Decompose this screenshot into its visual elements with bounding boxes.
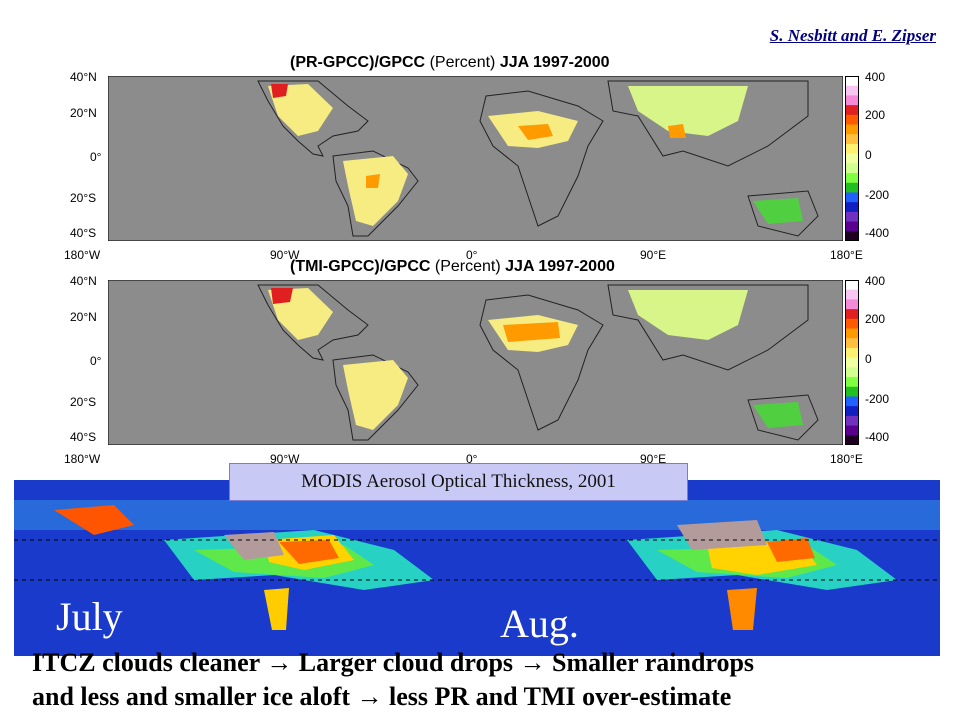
colorbar-swatch [845,357,859,368]
lat-label-40n: 40°N [70,70,97,84]
caption-line-2: and less and smaller ice aloft → less PR… [32,682,732,711]
colorbar-tick: -400 [865,226,890,240]
colorbar-swatch [845,367,859,378]
lat-label-40s: 40°S [70,430,97,444]
caption: ITCZ clouds cleaner → Larger cloud drops… [32,646,754,714]
lon-label-180e: 180°E [830,248,863,262]
colorbar-swatch [845,396,859,407]
lat-label-20s: 20°S [70,395,97,409]
pr-gpcc-map-title: (PR-GPCC)/GPCC (Percent) JJA 1997-2000 [290,54,610,72]
colorbar-swatch [845,192,859,203]
lat-label-20n: 20°N [70,106,97,120]
colorbar-swatch [845,231,859,241]
lon-label-180w: 180°W [64,452,101,466]
lon-label-0: 0° [466,248,478,262]
colorbar-swatch [845,406,859,417]
colorbar-swatch [845,105,859,116]
colorbar-swatch [845,173,859,184]
colorbar-swatch [845,347,859,359]
colorbar-tick: 400 [865,274,886,288]
colorbar-tick: 0 [865,148,872,162]
colorbar-tick: -400 [865,430,890,444]
map-title-main: (TMI-GPCC)/GPCC [290,258,431,275]
aerosol-map-july [14,480,477,656]
colorbar-border [845,76,859,241]
lon-label-90e: 90°E [640,452,667,466]
colorbar-swatch [845,134,859,145]
tmi-land-patches [268,288,803,430]
tmi-gpcc-map-title: (TMI-GPCC)/GPCC (Percent) JJA 1997-2000 [290,258,615,276]
author-credit: S. Nesbitt and E. Zipser [769,26,936,45]
pr-gpcc-map [108,76,843,241]
colorbar-swatch [845,202,859,213]
lat-label-eq: 0° [90,354,102,368]
colorbar-swatch [845,182,859,193]
colorbar-tick: 200 [865,108,886,122]
pr-gpcc-map-panel: (PR-GPCC)/GPCC (Percent) JJA 1997-2000 4… [60,54,889,281]
colorbar-swatch [845,318,859,330]
colorbar-swatch [845,435,859,445]
colorbar-tick: 0 [865,352,872,366]
colorbar-swatch [845,153,859,164]
map-title-period: JJA 1997-2000 [499,54,610,71]
lon-label-90e: 90°E [640,248,667,262]
colorbar-tick: -200 [865,188,890,202]
colorbar-swatch [845,299,859,310]
month-label-july: July [56,594,123,639]
month-label-aug: Aug. [500,601,579,646]
colorbar-tick: 400 [865,70,886,84]
lon-label-180w: 180°W [64,248,101,262]
colorbar-swatch [845,289,859,300]
colorbar-swatch [845,95,859,106]
lat-label-20n: 20°N [70,310,97,324]
lat-label-20s: 20°S [70,191,97,205]
map-title-main: (PR-GPCC)/GPCC [290,54,426,71]
colorbar-swatch [845,425,859,436]
colorbar-swatch [845,85,859,96]
colorbar-swatch [845,280,859,291]
colorbar-swatch [845,309,859,320]
colorbar-swatch [845,377,859,388]
map-title-units: (Percent) [429,54,496,71]
colorbar [845,76,859,241]
lon-label-90w: 90°W [270,248,300,262]
map-title-period: JJA 1997-2000 [505,258,615,275]
colorbar-tick: 200 [865,312,886,326]
tmi-gpcc-map-panel: (TMI-GPCC)/GPCC (Percent) JJA 1997-2000 … [60,258,889,485]
colorbar-swatch [845,114,859,126]
lon-label-0: 0° [466,452,478,466]
lat-label-40n: 40°N [70,274,97,288]
colorbar-swatch [845,76,859,87]
colorbar-swatch [845,386,859,397]
map-title-units: (Percent) [434,258,501,275]
tmi-gpcc-map [108,280,843,445]
colorbar-swatch [845,221,859,232]
colorbar-swatch [845,328,859,339]
colorbar-swatch [845,338,859,349]
colorbar-swatch [845,163,859,174]
colorbar-border [845,280,859,445]
colorbar-swatch [845,143,859,155]
lat-label-eq: 0° [90,150,102,164]
colorbar-swatch [845,415,859,427]
lon-label-90w: 90°W [270,452,300,466]
aerosol-map-aug [477,480,940,656]
colorbar-swatch [845,124,859,135]
caption-line-1: ITCZ clouds cleaner → Larger cloud drops… [32,648,755,677]
colorbar [845,280,859,445]
colorbar-tick: -200 [865,392,890,406]
colorbar-swatch [845,211,859,223]
lon-label-180e: 180°E [830,452,863,466]
modis-label: MODIS Aerosol Optical Thickness, 2001 [229,463,688,501]
lat-label-40s: 40°S [70,226,97,240]
pr-land-patches [268,84,803,226]
